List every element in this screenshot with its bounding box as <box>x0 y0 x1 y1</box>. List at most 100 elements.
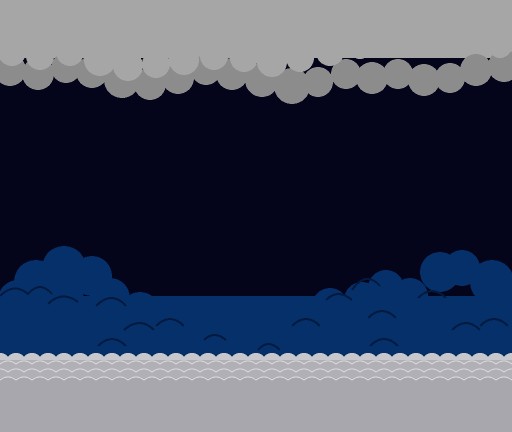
bush-outline <box>0 278 509 351</box>
ground-wave-line <box>63 376 81 381</box>
ground-wave-line <box>367 360 385 365</box>
ground-wave-line <box>327 368 345 373</box>
ground-wave-line <box>383 376 401 381</box>
ground-wave-line <box>31 360 49 365</box>
ground-wave-line <box>447 360 465 365</box>
ground-wave-line <box>463 360 481 365</box>
ground-wave-line <box>7 368 25 373</box>
blue-bushes <box>0 246 512 360</box>
ground-wave-line <box>87 368 105 373</box>
ground-wave-line <box>399 376 417 381</box>
ground-wave-line <box>79 360 97 365</box>
ground-wave-line <box>239 376 257 381</box>
ground-wave-line <box>487 368 505 373</box>
ground-wave-line <box>191 360 209 365</box>
ground-wave-line <box>239 360 257 365</box>
ground-wave-line <box>159 376 177 381</box>
ground-wave-line <box>47 376 65 381</box>
ground-wave-line <box>359 368 377 373</box>
ground-wave-line <box>15 360 33 365</box>
ground-wave-line <box>175 360 193 365</box>
ground-wave-line <box>479 360 497 365</box>
ground-wave-line <box>335 360 353 365</box>
ground-wave-line <box>79 376 97 381</box>
ground-wave-line <box>463 376 481 381</box>
ground-wave-line <box>311 368 329 373</box>
ground-wave-line <box>111 376 129 381</box>
ground-wave-line <box>319 360 337 365</box>
ground-wave-line <box>0 376 17 381</box>
cloud-ceiling <box>0 0 512 104</box>
ground-wave-line <box>159 360 177 365</box>
ground-wave-line <box>199 368 217 373</box>
ground-wave-line <box>31 376 49 381</box>
ground-wave-line <box>479 376 497 381</box>
ground-wave-line <box>399 360 417 365</box>
ground-wave-line <box>143 360 161 365</box>
ground-wave-line <box>95 376 113 381</box>
ground-wave-line <box>127 360 145 365</box>
ground-wave-line <box>415 360 433 365</box>
ground-wave-line <box>295 368 313 373</box>
ground-wave-line <box>175 376 193 381</box>
ground-wave-line <box>431 376 449 381</box>
ground-wave-line <box>71 368 89 373</box>
ground-wave-line <box>0 360 17 365</box>
ground-wave-line <box>223 360 241 365</box>
cloud-light-layer <box>0 0 512 81</box>
ground-wave-line <box>167 368 185 373</box>
ground-wave-line <box>335 376 353 381</box>
ground-wave-line <box>407 368 425 373</box>
ground-wave-line <box>303 360 321 365</box>
ground-wave-line <box>223 376 241 381</box>
ground-wave-line <box>391 368 409 373</box>
ground-wave-line <box>23 368 41 373</box>
ground-wave-line <box>95 360 113 365</box>
ground-wave-line <box>351 360 369 365</box>
ground-wave-line <box>471 368 489 373</box>
ground-wave-line <box>271 360 289 365</box>
ground-wave-line <box>375 368 393 373</box>
ground-wave-line <box>231 368 249 373</box>
ground-wave-line <box>447 376 465 381</box>
ground-wave-line <box>63 360 81 365</box>
ground-wave-line <box>415 376 433 381</box>
wave-ground <box>0 353 512 432</box>
ground-wave-lines <box>0 360 512 381</box>
ground-wave-line <box>271 376 289 381</box>
ground-wave-line <box>0 368 9 373</box>
ground-wave-line <box>431 360 449 365</box>
ground-wave-line <box>247 368 265 373</box>
ground-wave-line <box>287 376 305 381</box>
ground-wave-line <box>127 376 145 381</box>
ground-wave-line <box>287 360 305 365</box>
ground-wave-line <box>215 368 233 373</box>
ground-wave-line <box>495 376 512 381</box>
ground-wave-line <box>47 360 65 365</box>
ground-wave-line <box>151 368 169 373</box>
ground-wave-line <box>207 376 225 381</box>
ground-wave-line <box>207 360 225 365</box>
ground-wave-line <box>143 376 161 381</box>
ground-wave-line <box>383 360 401 365</box>
ground-wave-line <box>15 376 33 381</box>
ground-wave-line <box>183 368 201 373</box>
ground-wave-line <box>55 368 73 373</box>
ground-wave-line <box>263 368 281 373</box>
ground-wave-line <box>495 360 512 365</box>
ground-wave-line <box>343 368 361 373</box>
ground-wave-line <box>255 360 273 365</box>
ground-wave-line <box>255 376 273 381</box>
ground-wave-line <box>279 368 297 373</box>
ground-wave-line <box>351 376 369 381</box>
ground-wave-line <box>455 368 473 373</box>
ground-wave-line <box>423 368 441 373</box>
ground-top-scallops <box>0 353 512 378</box>
ground-wave-line <box>103 368 121 373</box>
ground-wave-line <box>39 368 57 373</box>
ground-wave-line <box>119 368 137 373</box>
ground-wave-line <box>367 376 385 381</box>
ground-wave-line <box>303 376 321 381</box>
